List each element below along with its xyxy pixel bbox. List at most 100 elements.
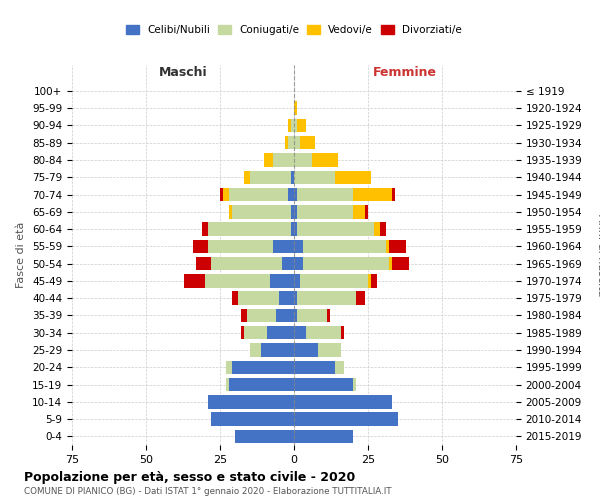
Bar (294, 154, 312, 166)
Text: Femmine: Femmine (373, 66, 437, 79)
Bar (271, 274, 294, 287)
Bar (250, 170, 291, 184)
Bar (220, 188, 223, 202)
Bar (294, 326, 306, 340)
Bar (205, 274, 271, 287)
Bar (294, 378, 353, 392)
Bar (353, 188, 392, 202)
Bar (303, 240, 386, 253)
Bar (392, 257, 409, 270)
Text: Popolazione per età, sesso e stato civile - 2020: Popolazione per età, sesso e stato civil… (24, 472, 355, 484)
Bar (294, 430, 353, 443)
Y-axis label: Fasce di età: Fasce di età (16, 222, 26, 288)
Bar (241, 308, 247, 322)
Bar (392, 188, 395, 202)
Bar (268, 326, 294, 340)
Bar (294, 170, 335, 184)
Bar (265, 154, 273, 166)
Bar (208, 222, 291, 236)
Bar (291, 170, 294, 184)
Bar (288, 136, 294, 149)
Bar (306, 326, 341, 340)
Bar (294, 360, 335, 374)
Bar (282, 257, 294, 270)
Bar (386, 240, 389, 253)
Bar (262, 344, 294, 356)
Bar (238, 292, 279, 305)
Bar (229, 188, 288, 202)
Bar (288, 188, 294, 202)
Bar (297, 222, 374, 236)
Bar (294, 308, 297, 322)
Bar (211, 257, 282, 270)
Bar (273, 240, 294, 253)
Bar (250, 344, 262, 356)
Bar (285, 136, 288, 149)
Bar (241, 326, 244, 340)
Bar (196, 257, 211, 270)
Bar (300, 274, 368, 287)
Bar (294, 257, 303, 270)
Bar (374, 222, 380, 236)
Bar (235, 430, 294, 443)
Bar (294, 102, 297, 115)
Bar (294, 412, 398, 426)
Bar (226, 378, 229, 392)
Bar (353, 378, 356, 392)
Bar (244, 170, 250, 184)
Legend: Celibi/Nubili, Coniugati/e, Vedovi/e, Divorziati/e: Celibi/Nubili, Coniugati/e, Vedovi/e, Di… (122, 21, 466, 40)
Bar (244, 326, 268, 340)
Bar (273, 154, 294, 166)
Bar (356, 292, 365, 305)
Y-axis label: Anni di nascita: Anni di nascita (596, 214, 600, 296)
Bar (184, 274, 205, 287)
Bar (294, 292, 297, 305)
Bar (371, 274, 377, 287)
Bar (297, 292, 356, 305)
Bar (288, 118, 291, 132)
Bar (389, 257, 392, 270)
Bar (232, 292, 238, 305)
Bar (294, 188, 297, 202)
Bar (297, 205, 353, 218)
Bar (294, 395, 392, 408)
Bar (341, 326, 344, 340)
Bar (276, 308, 294, 322)
Bar (294, 222, 297, 236)
Bar (335, 170, 371, 184)
Text: COMUNE DI PIANICO (BG) - Dati ISTAT 1° gennaio 2020 - Elaborazione TUTTITALIA.IT: COMUNE DI PIANICO (BG) - Dati ISTAT 1° g… (24, 488, 392, 496)
Bar (312, 154, 338, 166)
Bar (247, 308, 276, 322)
Bar (297, 188, 353, 202)
Text: Maschi: Maschi (158, 66, 208, 79)
Bar (226, 360, 232, 374)
Bar (300, 136, 315, 149)
Bar (223, 188, 229, 202)
Bar (389, 240, 406, 253)
Bar (303, 257, 389, 270)
Bar (326, 308, 329, 322)
Bar (208, 395, 294, 408)
Bar (294, 118, 297, 132)
Bar (229, 378, 294, 392)
Bar (202, 222, 208, 236)
Bar (365, 205, 368, 218)
Bar (211, 412, 294, 426)
Bar (291, 222, 294, 236)
Bar (335, 360, 344, 374)
Bar (317, 344, 341, 356)
Bar (291, 205, 294, 218)
Bar (294, 205, 297, 218)
Bar (279, 292, 294, 305)
Bar (380, 222, 386, 236)
Bar (353, 205, 365, 218)
Bar (208, 240, 273, 253)
Bar (229, 205, 232, 218)
Bar (294, 240, 303, 253)
Bar (294, 344, 317, 356)
Bar (368, 274, 371, 287)
Bar (297, 308, 326, 322)
Bar (193, 240, 208, 253)
Bar (291, 118, 294, 132)
Bar (232, 205, 291, 218)
